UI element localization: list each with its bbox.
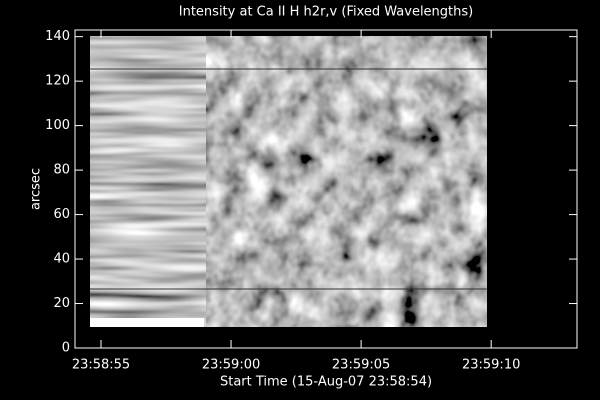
y-tick-label: 20	[53, 296, 70, 311]
y-tick-label: 60	[53, 207, 70, 222]
x-tick-label: 23:58:55	[72, 358, 130, 373]
x-tick-label: 23:59:00	[202, 358, 260, 373]
x-tick-label: 23:59:05	[332, 358, 390, 373]
y-tick-label: 100	[45, 118, 70, 133]
plot-frame	[74, 29, 578, 349]
image-bright-band	[90, 318, 204, 327]
x-tick-label: 23:59:10	[462, 358, 520, 373]
y-tick-label: 140	[45, 29, 70, 44]
x-axis-label: Start Time (15-Aug-07 23:58:54)	[220, 375, 432, 390]
y-tick-label: 0	[62, 341, 70, 356]
y-tick-label: 80	[53, 163, 70, 178]
image-left	[90, 36, 206, 327]
y-tick-label: 120	[45, 74, 70, 89]
image-right	[206, 36, 487, 327]
chart-title: Intensity at Ca II H h2r,v (Fixed Wavele…	[179, 5, 473, 20]
intensity-image	[90, 36, 487, 327]
y-tick-label: 40	[53, 252, 70, 267]
y-axis-label: arcsec	[29, 168, 44, 210]
